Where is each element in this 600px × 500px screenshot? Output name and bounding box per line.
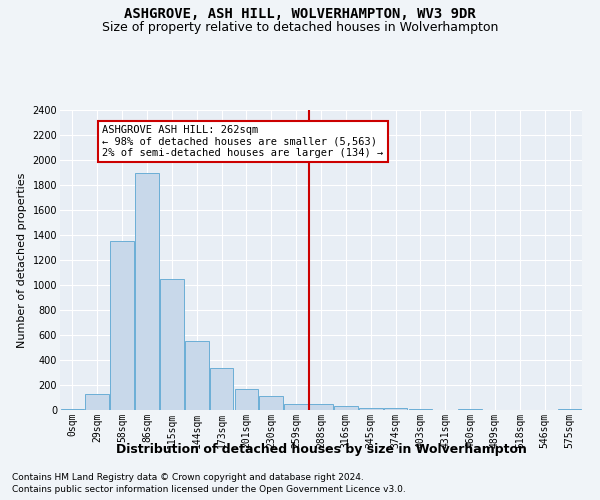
Bar xyxy=(384,408,407,410)
Bar xyxy=(160,279,184,410)
Text: Contains public sector information licensed under the Open Government Licence v3: Contains public sector information licen… xyxy=(12,485,406,494)
Bar xyxy=(210,368,233,410)
Bar xyxy=(235,389,258,410)
Text: ASHGROVE, ASH HILL, WOLVERHAMPTON, WV3 9DR: ASHGROVE, ASH HILL, WOLVERHAMPTON, WV3 9… xyxy=(124,8,476,22)
Text: Contains HM Land Registry data © Crown copyright and database right 2024.: Contains HM Land Registry data © Crown c… xyxy=(12,472,364,482)
Bar xyxy=(135,172,159,410)
Bar xyxy=(110,242,134,410)
Y-axis label: Number of detached properties: Number of detached properties xyxy=(17,172,27,348)
Bar xyxy=(334,406,358,410)
Text: Distribution of detached houses by size in Wolverhampton: Distribution of detached houses by size … xyxy=(116,442,526,456)
Bar xyxy=(85,394,109,410)
Bar xyxy=(185,341,209,410)
Bar xyxy=(259,396,283,410)
Bar xyxy=(409,408,432,410)
Bar xyxy=(359,408,383,410)
Bar xyxy=(284,404,308,410)
Bar xyxy=(309,404,333,410)
Text: Size of property relative to detached houses in Wolverhampton: Size of property relative to detached ho… xyxy=(102,21,498,34)
Text: ASHGROVE ASH HILL: 262sqm
← 98% of detached houses are smaller (5,563)
2% of sem: ASHGROVE ASH HILL: 262sqm ← 98% of detac… xyxy=(102,125,383,158)
